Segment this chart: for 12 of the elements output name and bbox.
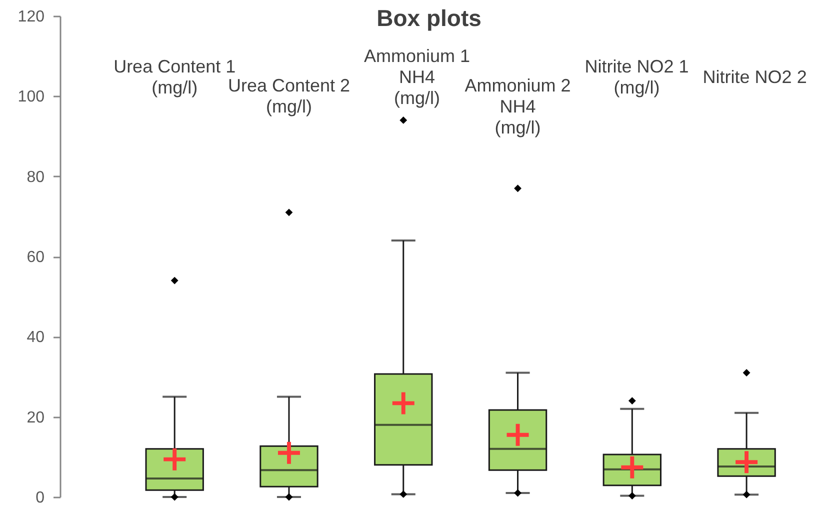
- y-tick-label: 120: [18, 8, 45, 26]
- x-tick-label: Urea Content 2 (mg/l): [228, 75, 350, 116]
- y-tick-label: 80: [26, 168, 45, 186]
- chart-title: Box plots: [376, 5, 482, 31]
- x-tick-label: Nitrite NO2 2: [702, 67, 807, 87]
- x-tick-label: Ammonium 2 NH4 (mg/l): [464, 75, 571, 138]
- y-tick-label: 100: [18, 88, 45, 106]
- y-tick-label: 20: [26, 409, 45, 426]
- y-tick-label: 60: [26, 249, 45, 266]
- x-tick-label: Nitrite NO2 1 (mg/l): [584, 56, 689, 98]
- y-tick-label: 40: [26, 329, 45, 346]
- y-tick-label: 0: [36, 490, 45, 505]
